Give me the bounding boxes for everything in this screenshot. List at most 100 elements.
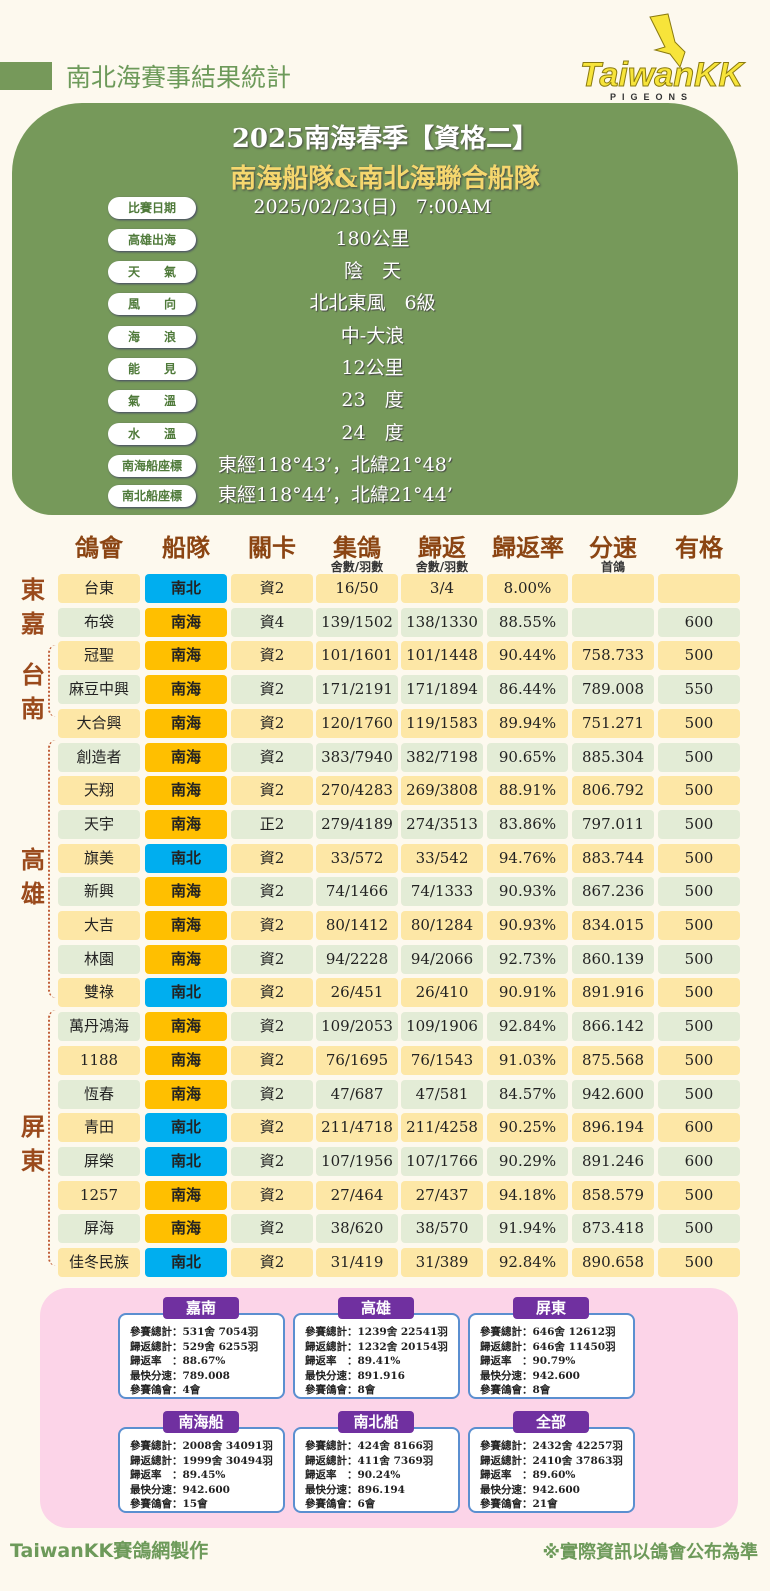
info-value: 24 度 (341, 422, 404, 444)
return-rate-cell: 91.03% (487, 1045, 568, 1075)
speed-cell: 834.015 (572, 911, 654, 940)
returned-cell: 47/581 (401, 1079, 483, 1109)
return-rate-cell: 8.00% (487, 574, 568, 603)
stage-cell: 資2 (231, 978, 313, 1008)
column-header: 歸返率 (492, 533, 564, 562)
qualified-cell: 500 (658, 911, 740, 940)
collected-cell: 47/687 (316, 1079, 398, 1109)
club-cell: 佳冬民族 (58, 1248, 140, 1277)
stage-cell: 資2 (231, 1079, 313, 1109)
club-cell: 冠聖 (58, 641, 140, 671)
returned-cell: 101/1448 (401, 641, 483, 671)
stage-cell: 資2 (231, 1248, 313, 1277)
qualified-cell: 500 (658, 776, 740, 806)
collected-cell: 27/464 (316, 1180, 398, 1210)
stage-cell: 資2 (231, 1045, 313, 1075)
team-cell: 南海 (145, 1180, 227, 1210)
club-cell: 麻豆中興 (58, 675, 140, 705)
region-label: 東 (21, 575, 45, 604)
returned-cell: 274/3513 (401, 809, 483, 839)
info-label: 高雄出海 (108, 229, 196, 251)
summary-line: 歸返率 ：89.45% (130, 1469, 226, 1481)
summary-box: 參賽總計：424舍 8166羽 歸返總計：411舍 7369羽 歸返率 ：90.24… (293, 1427, 460, 1513)
summary-box: 參賽總計：1239舍 22541羽 歸返總計：1232舍 20154羽 歸返率 ：8… (293, 1313, 460, 1399)
qualified-cell: 500 (658, 809, 740, 839)
race-title: 2025南海春季【資格二】 (231, 124, 539, 154)
team-cell: 南北 (145, 574, 227, 603)
returned-cell: 94/2066 (401, 944, 483, 974)
speed-cell (572, 607, 654, 637)
summary-title: 屏東 (513, 1297, 589, 1319)
logo-text: TaiwanKK (579, 56, 744, 95)
footer-disclaimer: ※實際資訊以鴿會公布為準 (542, 1542, 759, 1563)
club-cell: 新興 (58, 877, 140, 907)
column-header: 有格 (675, 533, 723, 562)
summary-line: 歸返率 ：90.79% (480, 1355, 576, 1367)
stage-cell: 資2 (231, 641, 313, 671)
club-cell: 青田 (58, 1113, 140, 1143)
column-header: 關卡 (248, 533, 296, 562)
returned-cell: 27/437 (401, 1180, 483, 1210)
returned-cell: 119/1583 (401, 708, 483, 738)
summary-line: 歸返率 ：89.41% (305, 1355, 401, 1367)
summary-box: 參賽總計：2008舍 34091羽 歸返總計：1999舍 30494羽 歸返率 ：8… (118, 1427, 285, 1513)
returned-cell: 107/1766 (401, 1146, 483, 1176)
return-rate-cell: 88.55% (487, 607, 568, 637)
returned-cell: 26/410 (401, 978, 483, 1008)
header-accent-bar (0, 62, 52, 90)
team-cell: 南海 (145, 675, 227, 705)
qualified-cell: 500 (658, 742, 740, 772)
collected-cell: 26/451 (316, 978, 398, 1008)
returned-cell: 74/1333 (401, 877, 483, 907)
summary-title: 全部 (513, 1411, 589, 1433)
region-bracket (48, 1010, 56, 1266)
returned-cell: 171/1894 (401, 675, 483, 705)
qualified-cell: 500 (658, 1180, 740, 1210)
club-cell: 大吉 (58, 911, 140, 940)
collected-cell: 38/620 (316, 1214, 398, 1244)
team-cell: 南海 (145, 911, 227, 940)
summary-box: 參賽總計：531舍 7054羽 歸返總計：529舍 6255羽 歸返率 ：88.67… (118, 1313, 285, 1399)
return-rate-cell: 90.25% (487, 1113, 568, 1143)
summary-line: 最快分速：942.600 (480, 1483, 580, 1496)
footer-credit: TaiwanKK賽鴿網製作 (10, 1540, 209, 1562)
info-value: 中-大浪 (340, 325, 405, 347)
summary-line: 參賽總計：2432舍 42257羽 (480, 1440, 623, 1452)
collected-cell: 74/1466 (316, 877, 398, 907)
returned-cell: 76/1543 (401, 1045, 483, 1075)
subheader-collect: 舍數/羽數 (330, 560, 384, 574)
team-cell: 南海 (145, 877, 227, 907)
speed-cell: 858.579 (572, 1180, 654, 1210)
return-rate-cell: 90.93% (487, 877, 568, 907)
returned-cell: 382/7198 (401, 742, 483, 772)
summary-line: 歸返率 ：89.60% (480, 1469, 576, 1481)
info-value: 2025/02/23(日) 7:00AM (253, 196, 492, 218)
qualified-cell: 550 (658, 675, 740, 705)
qualified-cell: 500 (658, 978, 740, 1008)
team-cell: 南海 (145, 1045, 227, 1075)
team-cell: 南海 (145, 742, 227, 772)
speed-cell (572, 574, 654, 603)
returned-cell: 3/4 (401, 574, 483, 603)
info-label: 風 向 (108, 293, 196, 315)
speed-cell: 891.916 (572, 978, 654, 1008)
collected-cell: 107/1956 (316, 1146, 398, 1176)
team-cell: 南海 (145, 776, 227, 806)
speed-cell: 860.139 (572, 944, 654, 974)
collected-cell: 279/4189 (316, 809, 398, 839)
info-value: 陰 天 (343, 260, 401, 282)
speed-cell: 896.194 (572, 1113, 654, 1143)
speed-cell: 758.733 (572, 641, 654, 671)
summary-line: 參賽鴿會：6會 (305, 1498, 376, 1510)
stage-cell: 資2 (231, 911, 313, 940)
summary-line: 參賽鴿會：8會 (305, 1384, 376, 1396)
team-cell: 南海 (145, 641, 227, 671)
stage-cell: 資2 (231, 1214, 313, 1244)
collected-cell: 171/2191 (316, 675, 398, 705)
info-label: 海 浪 (108, 326, 196, 348)
collected-cell: 383/7940 (316, 742, 398, 772)
region-label: 屏 (21, 1112, 45, 1141)
collected-cell: 139/1502 (316, 607, 398, 637)
summary-line: 歸返總計：646舍 11450羽 (480, 1340, 616, 1353)
summary-line: 最快分速：896.194 (305, 1483, 405, 1496)
